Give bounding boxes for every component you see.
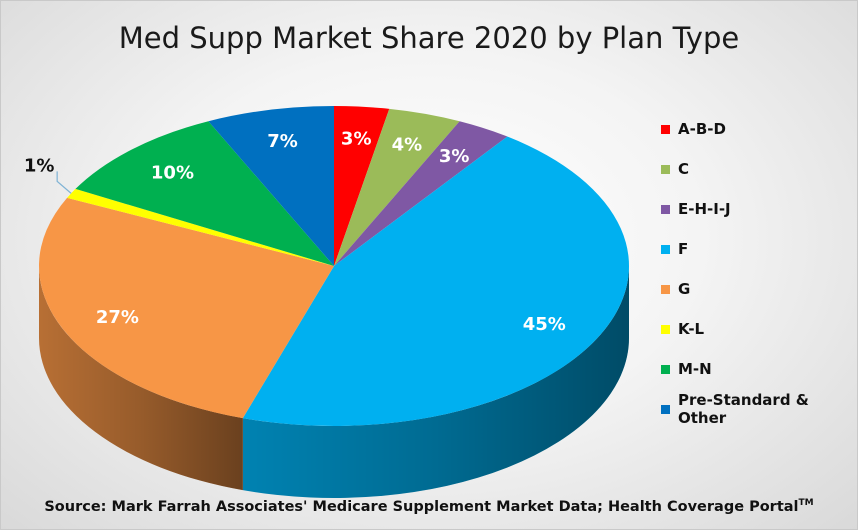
legend-swatch-a-b-d [661,124,670,134]
pie-side-shade-f [242,266,630,498]
pie-slice-a-b-d [334,106,390,266]
pie-slice-m-n [75,121,334,267]
pie-tops [38,106,629,426]
data-label-pre-standard-other: 7% [267,131,298,152]
legend-label-k-l: K-L [678,320,705,338]
source-text: Source: Mark Farrah Associates' Medicare… [44,498,799,515]
data-label-e-h-i-j: 3% [439,146,470,167]
legend-label-a-b-d: A-B-D [678,120,726,138]
pie-slice-pre-standard-other [208,106,334,266]
pie-slice-f [242,136,629,426]
legend-item-m-n: M-N [661,349,857,389]
pie-slice-e-h-i-j [334,121,508,267]
legend-label-pre-standard-other: Pre-Standard & Other [678,391,809,427]
legend-label-c: C [678,160,690,178]
data-label-k-l: 1% [24,155,55,176]
legend-item-a-b-d: A-B-D [661,109,857,149]
pie-slice-k-l [67,188,334,266]
data-label-g: 27% [96,307,139,328]
legend-swatch-f [661,244,670,254]
pie-sides [39,266,630,498]
legend: A-B-D C E-H-I-J F G K-L M-N Pre-Standard & Othe… [661,109,857,429]
pie-slice-g [38,197,334,419]
legend-item-pre-standard-other: Pre-Standard & Other [661,389,857,429]
legend-label-e-h-i-j: E-H-I-J [678,200,731,218]
legend-swatch-g [661,284,670,294]
legend-swatch-e-h-i-j [661,204,670,214]
legend-item-c: C [661,149,857,189]
pie-side-shade-g [39,266,243,491]
legend-label-m-n: M-N [678,360,712,378]
pie-labels: 3% 4% 3% 45% 27% 1% 10% 7% [24,129,566,336]
legend-item-g: G [661,269,857,309]
chart-title: Med Supp Market Share 2020 by Plan Type [118,21,740,55]
legend-label-g: G [678,280,691,298]
source-note: Source: Mark Farrah Associates' Medicare… [1,498,857,515]
trademark-mark: TM [798,498,814,508]
legend-item-k-l: K-L [661,309,857,349]
legend-item-f: F [661,229,857,269]
data-label-f: 45% [523,314,566,335]
legend-swatch-m-n [661,364,670,374]
data-label-a-b-d: 3% [341,129,372,150]
data-label-m-n: 10% [151,163,194,184]
leader-line-k-l [56,171,72,194]
legend-swatch-k-l [661,324,670,334]
legend-swatch-c [661,164,670,174]
data-label-c: 4% [392,134,423,155]
legend-swatch-pre-standard-other [661,404,670,414]
legend-label-f: F [678,240,689,258]
pie-slice-c [334,108,460,266]
legend-item-e-h-i-j: E-H-I-J [661,189,857,229]
